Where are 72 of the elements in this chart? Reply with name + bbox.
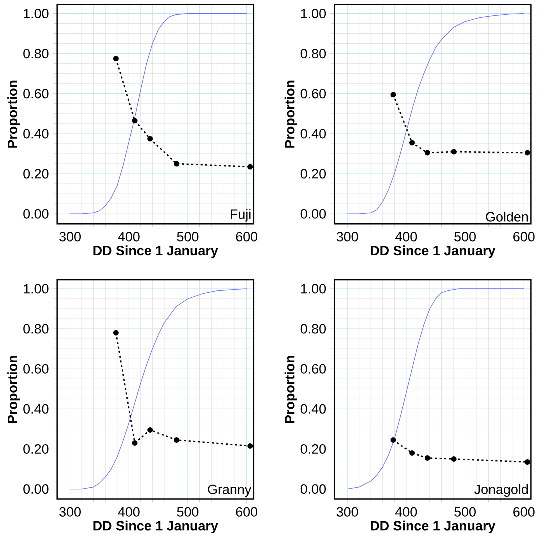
x-tick-label: 500 bbox=[177, 507, 199, 517]
annotation: Granny bbox=[208, 484, 252, 498]
y-tick-label: 0.20 bbox=[300, 444, 326, 454]
y-tick-label: 0.00 bbox=[300, 484, 326, 494]
y-axis-title: Proportion bbox=[8, 356, 20, 424]
y-tick-label: 1.00 bbox=[24, 284, 49, 294]
point bbox=[174, 161, 180, 167]
point bbox=[132, 118, 138, 124]
y-tick-label: 0.60 bbox=[24, 364, 49, 374]
x-tick-label: 300 bbox=[336, 232, 358, 242]
y-tick-label: 0.40 bbox=[24, 129, 49, 139]
point bbox=[132, 440, 138, 446]
y-tick-label: 0.20 bbox=[300, 169, 326, 179]
point bbox=[424, 456, 430, 461]
x-tick-label: 600 bbox=[514, 232, 535, 242]
y-tick-label: 1.00 bbox=[301, 284, 326, 294]
point bbox=[148, 427, 154, 433]
y-tick-label: 0.40 bbox=[24, 404, 49, 414]
point bbox=[451, 456, 457, 462]
x-tick-label: 300 bbox=[60, 507, 81, 517]
y-tick-label: 0.80 bbox=[24, 324, 49, 334]
y-axis-title: Proportion bbox=[284, 80, 298, 148]
x-axis-title: DD Since 1 January bbox=[94, 246, 218, 258]
point bbox=[424, 150, 430, 156]
y-tick-label: 0.60 bbox=[300, 364, 326, 374]
y-tick-label: 0.60 bbox=[24, 89, 49, 99]
point bbox=[113, 330, 119, 336]
annotation: Golden bbox=[486, 212, 528, 222]
point bbox=[451, 149, 457, 155]
x-tick-label: 500 bbox=[177, 232, 199, 242]
point bbox=[524, 150, 530, 156]
point bbox=[148, 136, 154, 142]
y-axis-title: Proportion bbox=[284, 356, 298, 424]
x-tick-label: 400 bbox=[396, 232, 418, 242]
x-tick-label: 400 bbox=[118, 507, 140, 517]
x-tick-label: 300 bbox=[336, 507, 358, 517]
x-tick-label: 500 bbox=[454, 232, 476, 242]
x-axis-title: DD Since 1 January bbox=[371, 520, 496, 534]
y-tick-label: 0.60 bbox=[300, 89, 326, 99]
point bbox=[390, 92, 396, 98]
y-tick-label: 1.00 bbox=[301, 9, 326, 19]
x-tick-label: 500 bbox=[454, 507, 476, 517]
y-axis-title: Proportion bbox=[8, 80, 20, 148]
y-tick-label: 1.00 bbox=[24, 9, 49, 19]
x-tick-label: 600 bbox=[514, 507, 535, 517]
y-tick-label: 0.00 bbox=[24, 484, 49, 494]
y-tick-label: 0.80 bbox=[300, 49, 326, 59]
x-tick-label: 600 bbox=[236, 232, 258, 242]
y-tick-label: 0.40 bbox=[300, 129, 326, 139]
point bbox=[410, 140, 416, 146]
point bbox=[174, 437, 180, 443]
point bbox=[113, 56, 119, 62]
point bbox=[390, 437, 396, 443]
y-tick-label: 0.00 bbox=[300, 209, 326, 219]
point bbox=[524, 460, 530, 465]
point bbox=[410, 450, 416, 456]
y-tick-label: 0.40 bbox=[300, 404, 326, 414]
x-axis-title: DD Since 1 January bbox=[371, 246, 496, 258]
x-axis-title: DD Since 1 January bbox=[94, 520, 218, 534]
y-tick-label: 0.00 bbox=[24, 209, 49, 219]
x-tick-label: 400 bbox=[118, 232, 140, 242]
y-tick-label: 0.20 bbox=[24, 169, 49, 179]
annotation: Jonagold bbox=[474, 484, 528, 498]
x-tick-label: 300 bbox=[60, 232, 81, 242]
x-tick-label: 400 bbox=[396, 507, 418, 517]
y-tick-label: 0.80 bbox=[300, 324, 326, 334]
annotation: Fuji bbox=[231, 209, 251, 222]
point bbox=[248, 443, 254, 449]
point bbox=[248, 164, 254, 170]
x-tick-label: 600 bbox=[236, 507, 258, 517]
y-tick-label: 0.20 bbox=[24, 444, 49, 454]
y-tick-label: 0.80 bbox=[24, 49, 49, 59]
